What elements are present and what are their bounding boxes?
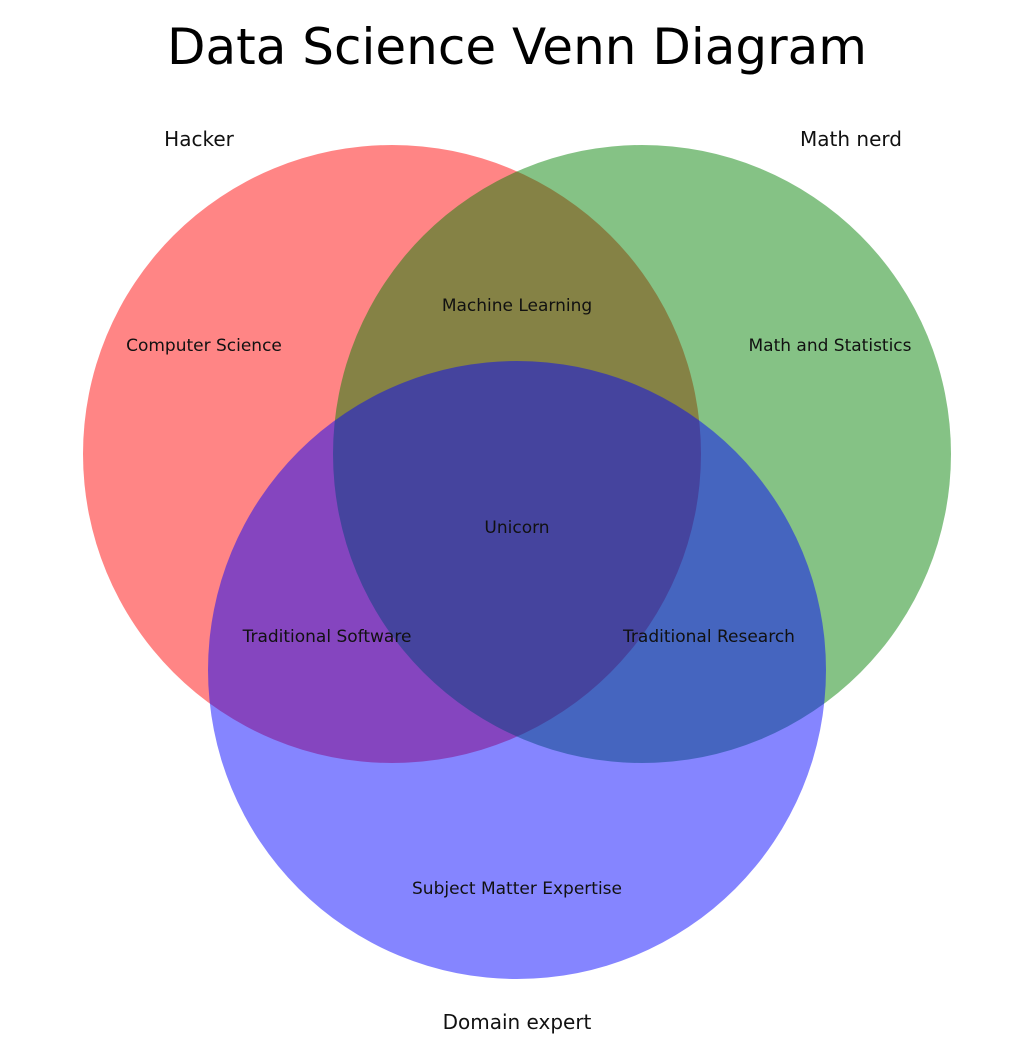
region-label-computer-science: Computer Science (126, 336, 282, 356)
region-label-traditional-research: Traditional Research (622, 627, 795, 647)
set-label-domain-expert: Domain expert (443, 1010, 592, 1034)
region-label-math-and-statistics: Math and Statistics (748, 336, 911, 356)
set-label-hacker: Hacker (164, 127, 234, 151)
math-nerd-circle (333, 145, 951, 763)
region-label-machine-learning: Machine Learning (442, 296, 592, 316)
domain-expert-circle (208, 361, 826, 979)
venn-circles (83, 145, 951, 979)
diagram-title: Data Science Venn Diagram (167, 18, 867, 76)
region-label-traditional-software: Traditional Software (242, 627, 412, 647)
region-label-unicorn: Unicorn (484, 518, 549, 538)
set-label-math-nerd: Math nerd (800, 127, 902, 151)
hacker-circle (83, 145, 701, 763)
region-label-subject-matter-expertise: Subject Matter Expertise (412, 879, 622, 899)
